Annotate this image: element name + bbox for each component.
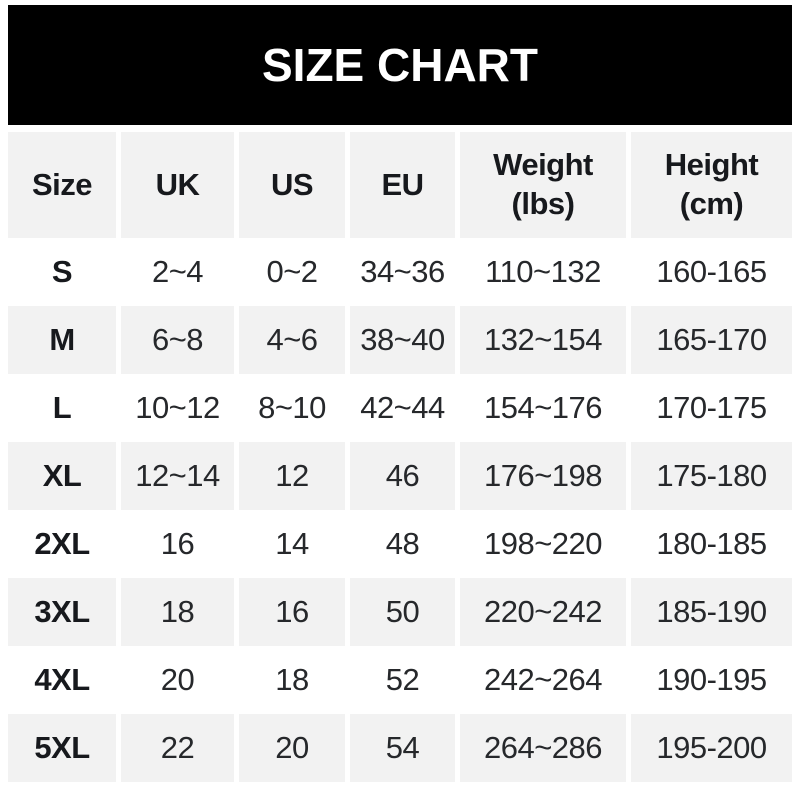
column-header-label: Weight bbox=[493, 147, 593, 183]
cell-height: 190-195 bbox=[631, 646, 792, 714]
cell-us: 0~2 bbox=[239, 238, 345, 306]
column-header-label: Size bbox=[31, 166, 93, 202]
cell-us: 14 bbox=[239, 510, 345, 578]
cell-height: 185-190 bbox=[631, 578, 792, 646]
column-header-unit: (cm) bbox=[679, 186, 744, 221]
cell-weight: 176~198 bbox=[460, 442, 626, 510]
cell-eu: 52 bbox=[350, 646, 455, 714]
title-banner: SIZE CHART bbox=[8, 5, 792, 125]
cell-size: XL bbox=[8, 442, 116, 510]
cell-eu: 38~40 bbox=[350, 306, 455, 374]
cell-us: 4~6 bbox=[239, 306, 345, 374]
cell-height: 180-185 bbox=[631, 510, 792, 578]
cell-size: M bbox=[8, 306, 116, 374]
cell-weight: 242~264 bbox=[460, 646, 626, 714]
cell-weight: 154~176 bbox=[460, 374, 626, 442]
cell-size: L bbox=[8, 374, 116, 442]
column-header-weight: Weight (lbs) bbox=[460, 132, 626, 238]
cell-height: 165-170 bbox=[631, 306, 792, 374]
cell-us: 16 bbox=[239, 578, 345, 646]
column-header-label: EU bbox=[381, 166, 424, 202]
cell-us: 20 bbox=[239, 714, 345, 782]
cell-us: 18 bbox=[239, 646, 345, 714]
cell-eu: 48 bbox=[350, 510, 455, 578]
cell-weight: 220~242 bbox=[460, 578, 626, 646]
cell-height: 170-175 bbox=[631, 374, 792, 442]
cell-weight: 264~286 bbox=[460, 714, 626, 782]
cell-uk: 16 bbox=[121, 510, 234, 578]
cell-eu: 50 bbox=[350, 578, 455, 646]
column-header-us: US bbox=[239, 132, 345, 238]
column-header-label: UK bbox=[155, 166, 200, 202]
cell-eu: 42~44 bbox=[350, 374, 455, 442]
cell-height: 160-165 bbox=[631, 238, 792, 306]
cell-uk: 20 bbox=[121, 646, 234, 714]
cell-height: 195-200 bbox=[631, 714, 792, 782]
cell-size: 2XL bbox=[8, 510, 116, 578]
cell-weight: 110~132 bbox=[460, 238, 626, 306]
cell-uk: 2~4 bbox=[121, 238, 234, 306]
cell-eu: 34~36 bbox=[350, 238, 455, 306]
cell-height: 175-180 bbox=[631, 442, 792, 510]
cell-uk: 18 bbox=[121, 578, 234, 646]
cell-uk: 22 bbox=[121, 714, 234, 782]
column-header-size: Size bbox=[8, 132, 116, 238]
cell-uk: 10~12 bbox=[121, 374, 234, 442]
column-header-eu: EU bbox=[350, 132, 455, 238]
cell-weight: 198~220 bbox=[460, 510, 626, 578]
cell-us: 12 bbox=[239, 442, 345, 510]
column-header-uk: UK bbox=[121, 132, 234, 238]
cell-size: 3XL bbox=[8, 578, 116, 646]
cell-uk: 12~14 bbox=[121, 442, 234, 510]
cell-uk: 6~8 bbox=[121, 306, 234, 374]
cell-weight: 132~154 bbox=[460, 306, 626, 374]
cell-eu: 46 bbox=[350, 442, 455, 510]
column-header-height: Height (cm) bbox=[631, 132, 792, 238]
column-header-unit: (lbs) bbox=[511, 186, 575, 221]
column-header-label: Height bbox=[664, 147, 759, 183]
cell-size: 4XL bbox=[8, 646, 116, 714]
page-title: SIZE CHART bbox=[262, 39, 538, 91]
cell-size: 5XL bbox=[8, 714, 116, 782]
column-header-label: US bbox=[270, 166, 314, 202]
size-table: Size UK US EU Weight (lbs) Height (cm) S bbox=[8, 132, 792, 782]
cell-size: S bbox=[8, 238, 116, 306]
cell-us: 8~10 bbox=[239, 374, 345, 442]
cell-eu: 54 bbox=[350, 714, 455, 782]
